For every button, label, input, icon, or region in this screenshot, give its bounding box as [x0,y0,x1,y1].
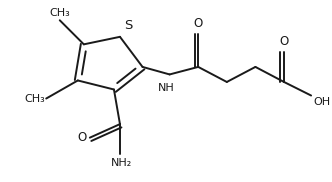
Text: CH₃: CH₃ [49,8,70,18]
Text: NH₂: NH₂ [111,158,132,168]
Text: NH: NH [158,84,175,94]
Text: S: S [124,19,133,32]
Text: O: O [194,17,203,30]
Text: OH: OH [313,97,331,107]
Text: O: O [78,131,87,144]
Text: O: O [280,35,289,48]
Text: CH₃: CH₃ [24,94,45,104]
